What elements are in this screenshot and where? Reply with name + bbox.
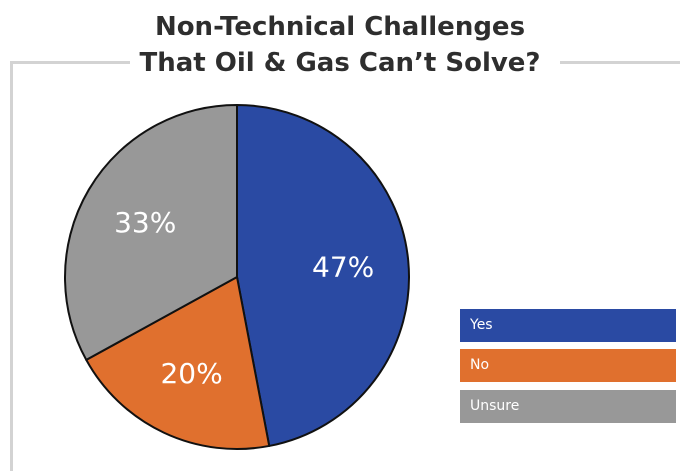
frame-line-top-left bbox=[10, 61, 130, 64]
legend-item-no: No bbox=[460, 349, 676, 382]
pie-label-yes: 47% bbox=[312, 250, 374, 283]
legend-label-no: No bbox=[470, 357, 490, 373]
frame-line-top-right bbox=[560, 61, 680, 64]
frame-line-left bbox=[10, 61, 13, 471]
pie-slice-no bbox=[85, 276, 271, 450]
pie-slice-yes bbox=[236, 104, 410, 447]
chart-title-line-1: Non-Technical Challenges bbox=[154, 12, 526, 42]
legend-label-yes: Yes bbox=[470, 317, 493, 333]
pie-label-no: 20% bbox=[160, 357, 222, 390]
legend-item-unsure: Unsure bbox=[460, 390, 676, 423]
pie-label-unsure: 33% bbox=[114, 206, 176, 239]
pie-slice-unsure bbox=[64, 104, 238, 361]
legend-label-unsure: Unsure bbox=[470, 398, 520, 414]
chart-title-line-2: That Oil & Gas Can’t Solve? bbox=[139, 48, 541, 78]
legend-item-yes: Yes bbox=[460, 309, 676, 342]
